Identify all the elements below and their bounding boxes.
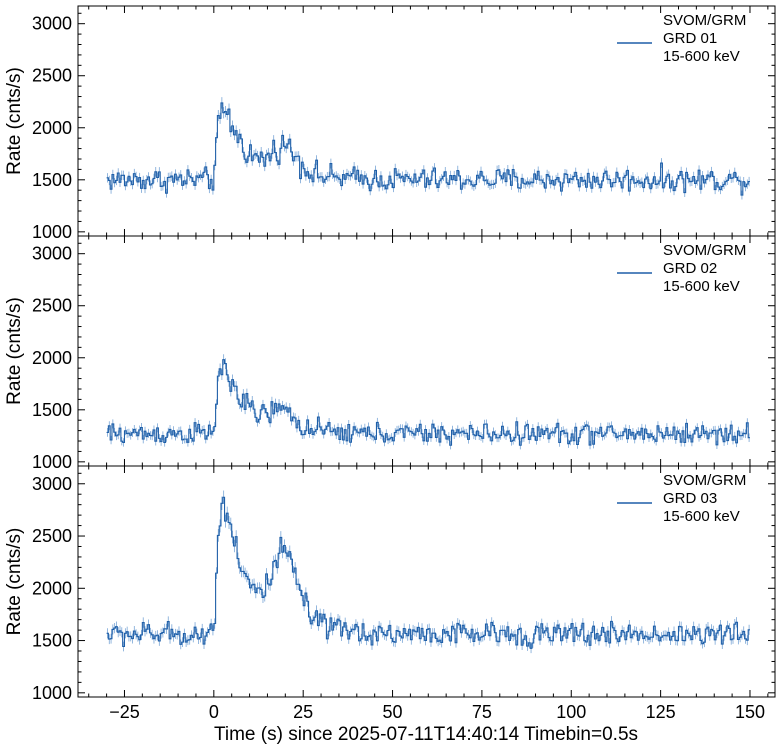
x-tick-label: 50 [383, 702, 403, 722]
x-tick-labels: −25 0 25 50 75 100 125 150 [109, 702, 765, 722]
legend-entry: SVOM/GRM [663, 12, 746, 29]
legend-entry: 15-600 keV [663, 48, 740, 65]
legend-entry: GRD 01 [663, 30, 717, 47]
y-tick-label: 2500 [32, 296, 72, 316]
panel-3: 1000 1500 2000 2500 3000 Rate (cnts/s) SVOM/GR… [4, 465, 776, 703]
y-tick-label: 1500 [32, 631, 72, 651]
x-tick-label: 100 [556, 702, 586, 722]
axes-frame [77, 465, 776, 698]
y-tick-label: 3000 [32, 474, 72, 494]
y-tick-label: 1000 [32, 452, 72, 472]
x-tick-label: 150 [735, 702, 765, 722]
y-ticks [78, 472, 775, 694]
x-tick-label: 125 [646, 702, 676, 722]
y-axis-label: Rate (cnts/s) [4, 528, 25, 636]
y-tick-label: 1000 [32, 222, 72, 242]
x-tick-label: 0 [209, 702, 219, 722]
series-line-grd-03 [106, 496, 750, 649]
y-axis-label: Rate (cnts/s) [4, 297, 25, 405]
y-tick-label: 3000 [32, 14, 72, 34]
legend-entry: GRD 03 [663, 490, 717, 507]
y-axis-label: Rate (cnts/s) [4, 67, 25, 175]
x-axis-label: Time (s) since 2025-07-11T14:40:14 Timeb… [214, 724, 638, 745]
y-tick-label: 2500 [32, 526, 72, 546]
x-tick-label: −25 [109, 702, 140, 722]
series-line-grd-02 [106, 359, 750, 446]
y-tick-label: 3000 [32, 244, 72, 264]
legend-entry: 15-600 keV [663, 278, 740, 295]
panel-2: 1000 1500 2000 2500 3000 Rate (cnts/s) SVOM/GR… [4, 235, 776, 472]
y-tick-label: 1500 [32, 170, 72, 190]
x-tick-label: 75 [472, 702, 492, 722]
legend-entry: 15-600 keV [663, 508, 740, 525]
legend-entry: GRD 02 [663, 260, 717, 277]
x-tick-label: 25 [293, 702, 313, 722]
x-ticks [88, 236, 769, 466]
y-tick-label: 2000 [32, 118, 72, 138]
x-ticks [88, 6, 769, 236]
y-tick-label: 1000 [32, 683, 72, 703]
x-ticks [88, 466, 769, 697]
y-tick-label: 2000 [32, 578, 72, 598]
y-ticks [78, 12, 775, 233]
y-tick-label: 2000 [32, 348, 72, 368]
series-line-grd-01 [106, 102, 750, 196]
panel-1: 1000 1500 2000 2500 3000 Rate (cnts/s) SVOM/GR… [4, 5, 776, 242]
legend-entry: SVOM/GRM [663, 242, 746, 259]
y-ticks [78, 242, 775, 463]
legend-entry: SVOM/GRM [663, 472, 746, 489]
y-tick-label: 1500 [32, 400, 72, 420]
y-tick-label: 2500 [32, 66, 72, 86]
